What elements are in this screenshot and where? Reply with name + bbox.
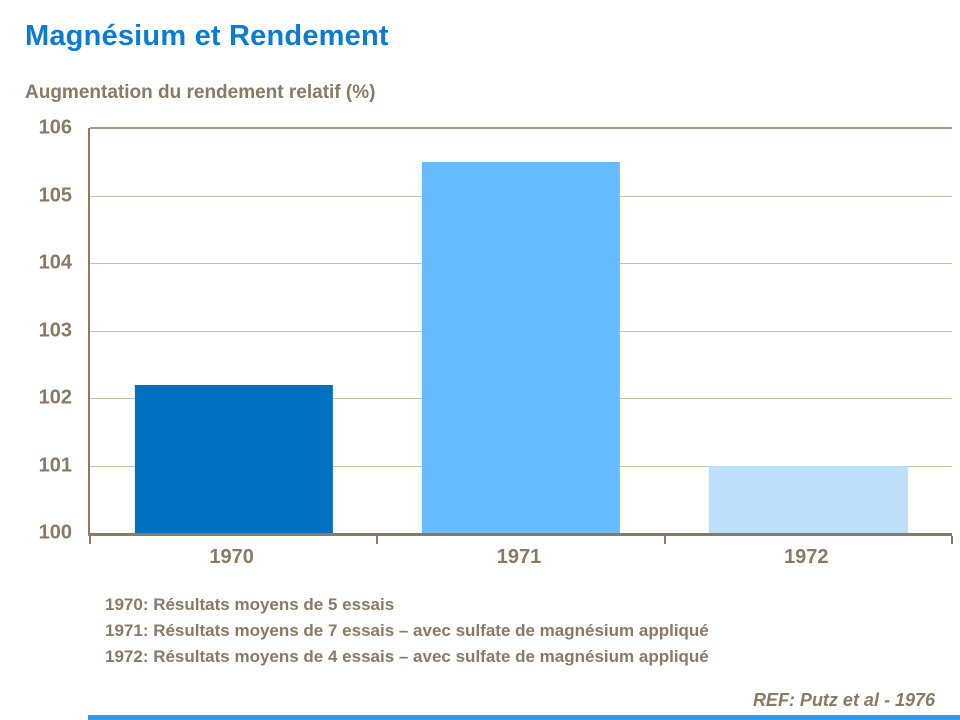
x-axis-tick <box>89 536 91 544</box>
x-axis-labels: 1970 1971 1972 <box>88 546 950 569</box>
y-axis-label-101: 101 <box>38 454 72 477</box>
footnote-line-2: 1971: Résultats moyens de 7 essais – ave… <box>105 621 709 640</box>
y-axis-label-103: 103 <box>38 319 72 341</box>
y-axis-label-102: 102 <box>38 386 72 409</box>
y-axis-labels: 100 101 102 103 104 105 106 <box>0 117 78 544</box>
y-axis-label-106: 106 <box>38 116 72 139</box>
x-axis-label-1970: 1970 <box>209 546 254 568</box>
footnote-line-1: 1970: Résultats moyens de 5 essais <box>105 595 395 614</box>
footnotes: 1970: Résultats moyens de 5 essais 1971: … <box>105 592 709 670</box>
gridline-106 <box>90 127 952 129</box>
x-axis-tick <box>376 536 379 544</box>
y-axis-label-100: 100 <box>38 521 72 544</box>
x-axis-tick <box>951 536 953 544</box>
y-axis-label-104: 104 <box>38 251 72 274</box>
bar-1970 <box>134 384 333 533</box>
bar-1971 <box>421 161 621 533</box>
bottom-accent-bar <box>88 715 960 720</box>
plot-area <box>88 127 953 544</box>
reference-text: REF: Putz et al - 1976 <box>752 690 935 710</box>
x-axis-label-1971: 1971 <box>496 546 542 568</box>
footnote-line-3: 1972: Résultats moyens de 4 essais – ave… <box>105 647 709 666</box>
x-axis-label-1972: 1972 <box>784 546 829 568</box>
chart-subtitle: Augmentation du rendement relatif (%) <box>25 82 376 103</box>
page-title: Magnésium et Rendement <box>25 20 389 52</box>
y-axis-label-105: 105 <box>38 184 72 206</box>
x-axis-tick <box>663 536 666 544</box>
bar-1972 <box>709 465 908 533</box>
